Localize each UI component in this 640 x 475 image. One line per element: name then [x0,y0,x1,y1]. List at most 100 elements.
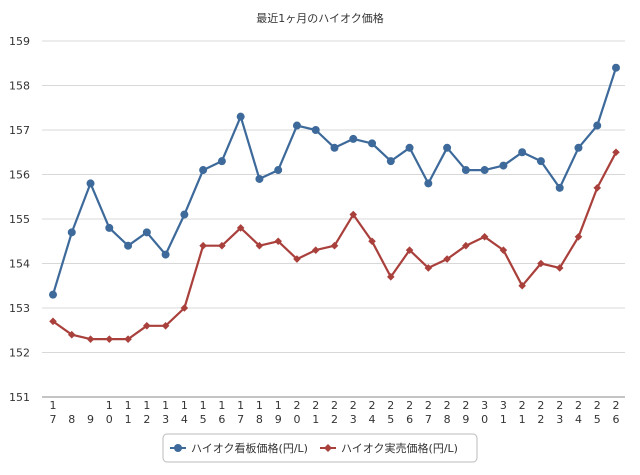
data-point [161,322,170,330]
data-point [292,121,301,130]
series-line [51,67,618,295]
x-tick-label: 21 [312,399,319,426]
data-point [480,166,489,175]
x-tick-label-line1: 2 [406,399,413,412]
x-tick-label: 17 [237,399,244,426]
x-tick-label-line2: 5 [594,413,601,426]
x-tick-label-line1: 1 [162,399,169,412]
legend-item: ハイオク実売価格(円/L) [320,441,458,455]
data-point [593,184,602,192]
x-tick-label: 29 [462,399,469,426]
data-point [67,228,76,237]
data-point [199,166,208,175]
data-point [86,335,95,343]
data-point [199,241,207,250]
x-tick-label-line2: 1 [312,413,319,426]
x-tick-label: 19 [275,399,282,426]
data-point [236,112,245,121]
data-point [461,166,470,175]
x-tick-label-line1: 3 [481,399,488,412]
data-point [49,290,57,299]
x-tick-label-line1: 2 [537,399,544,412]
x-tick-label: 25 [387,399,394,426]
x-tick-label: 26 [406,399,413,426]
x-tick-label: 9 [87,413,94,426]
x-tick-label-line1: 2 [575,399,582,412]
y-tick-label: 153 [9,302,30,315]
data-point [462,241,470,250]
y-tick-label: 154 [9,258,30,271]
gridlines [42,40,625,353]
x-tick-label: 8 [68,413,75,426]
chart-title: 最近1ヶ月のハイオク価格 [256,11,384,25]
x-tick-label-line2: 8 [68,413,75,426]
x-tick-label: 24 [575,399,582,426]
x-tick-label: 27 [425,399,432,426]
x-tick-label-line2: 8 [256,413,263,426]
data-point [105,335,114,343]
data-point [368,237,376,246]
data-point [612,148,620,157]
x-tick-label: 30 [481,399,488,426]
data-point [124,241,133,250]
x-tick-label: 24 [369,399,376,426]
data-point [255,174,264,183]
x-tick-label-line1: 1 [125,399,132,412]
legend-label: ハイオク看板価格(円/L) [191,441,308,455]
x-tick-label-line2: 3 [162,413,169,426]
y-tick-label: 155 [9,213,30,226]
y-tick-label: 157 [9,124,30,137]
data-point [443,143,452,152]
y-tick-label: 151 [9,391,30,404]
x-tick-label-line1: 1 [181,399,188,412]
x-tick-label: 22 [537,399,544,426]
legend-swatch-marker [174,444,182,452]
data-point [368,139,377,148]
x-tick-label: 16 [218,399,225,426]
x-tick-label-line2: 8 [444,413,451,426]
data-point [105,223,114,232]
data-point [424,264,433,272]
data-point [330,143,339,152]
data-point [424,179,433,188]
data-point [218,241,226,250]
data-point [574,233,583,241]
data-point [236,224,245,232]
x-tick-label-line2: 2 [331,413,338,426]
legend: ハイオク看板価格(円/L) ハイオク実売価格(円/L) [162,433,478,463]
x-tick-label-line1: 2 [462,399,469,412]
legend-swatch-marker [324,444,332,452]
x-tick-label-line1: 1 [275,399,282,412]
y-tick-labels: 151 152 153 154 155 156 157 158 159 [9,35,30,404]
legend-item: ハイオク看板価格(円/L) [170,441,308,455]
data-point [574,143,583,152]
x-tick-label-line2: 5 [387,413,394,426]
x-tick-label: 31 [500,399,507,426]
x-tick-label: 23 [350,399,357,426]
x-tick-label-line1: 2 [444,399,451,412]
x-tick-label-line2: 3 [350,413,357,426]
legend-label: ハイオク実売価格(円/L) [341,441,458,455]
x-tick-label: 14 [181,399,188,426]
x-tick-label-line1: 1 [237,399,244,412]
x-tick-label-line1: 2 [350,399,357,412]
x-tick-label-line1: 2 [594,399,601,412]
data-point [86,179,95,188]
x-tick-label-line1: 2 [519,399,526,412]
data-point [518,148,527,157]
x-tick-label: 13 [162,399,169,426]
x-tick-label: 26 [613,399,620,426]
x-tick-label-line2: 7 [425,413,432,426]
x-tick-label-line1: 1 [200,399,207,412]
x-tick-label-line2: 1 [500,413,507,426]
data-point [180,210,189,219]
x-tick-label-line2: 6 [218,413,225,426]
x-tick-label-line1: 1 [143,399,150,412]
data-point [555,264,564,272]
x-tick-label-line1: 2 [556,399,563,412]
x-tick-label-line1: 2 [331,399,338,412]
x-tick-label-line2: 2 [143,413,150,426]
x-tick-label-line2: 0 [293,413,300,426]
x-tick-label-line1: 1 [218,399,225,412]
